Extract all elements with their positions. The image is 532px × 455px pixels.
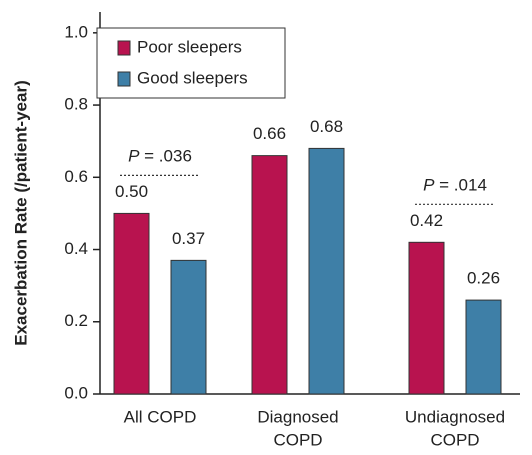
legend-label: Good sleepers [137, 68, 248, 87]
value-label: 0.50 [115, 182, 148, 201]
legend-swatch [117, 71, 131, 87]
legend-label: Poor sleepers [137, 37, 242, 56]
y-tick-label: 0.4 [64, 239, 88, 258]
annotation-part: P [423, 176, 435, 195]
x-tick-label: COPD [430, 430, 479, 449]
x-tick-label: Undiagnosed [405, 407, 505, 426]
value-label: 0.26 [467, 269, 500, 288]
annotation-part: = .036 [139, 147, 191, 166]
legend-swatch [117, 40, 131, 56]
y-axis-label: Exacerbation Rate (/patient-year) [11, 80, 30, 345]
x-tick-label: COPD [273, 430, 322, 449]
bar [113, 212, 150, 395]
value-label: 0.37 [172, 229, 205, 248]
bar [308, 147, 345, 395]
annotation: P = .014 [423, 176, 487, 195]
annotation-part: P [128, 147, 140, 166]
annotation: P = .036 [128, 147, 192, 166]
bar [465, 299, 502, 395]
bar [251, 155, 288, 395]
value-label: 0.66 [253, 124, 286, 143]
y-tick-label: 0.0 [64, 383, 88, 402]
y-tick-label: 0.8 [64, 95, 88, 114]
bar [408, 241, 445, 395]
y-tick-label: 0.2 [64, 311, 88, 330]
y-tick-label: 0.6 [64, 167, 88, 186]
annotation-part: = .014 [434, 176, 486, 195]
value-label: 0.68 [310, 117, 343, 136]
x-tick-label: All COPD [124, 407, 197, 426]
value-label: 0.42 [410, 211, 443, 230]
y-tick-label: 1.0 [64, 22, 88, 41]
x-tick-label: Diagnosed [257, 407, 338, 426]
bar [170, 259, 207, 395]
